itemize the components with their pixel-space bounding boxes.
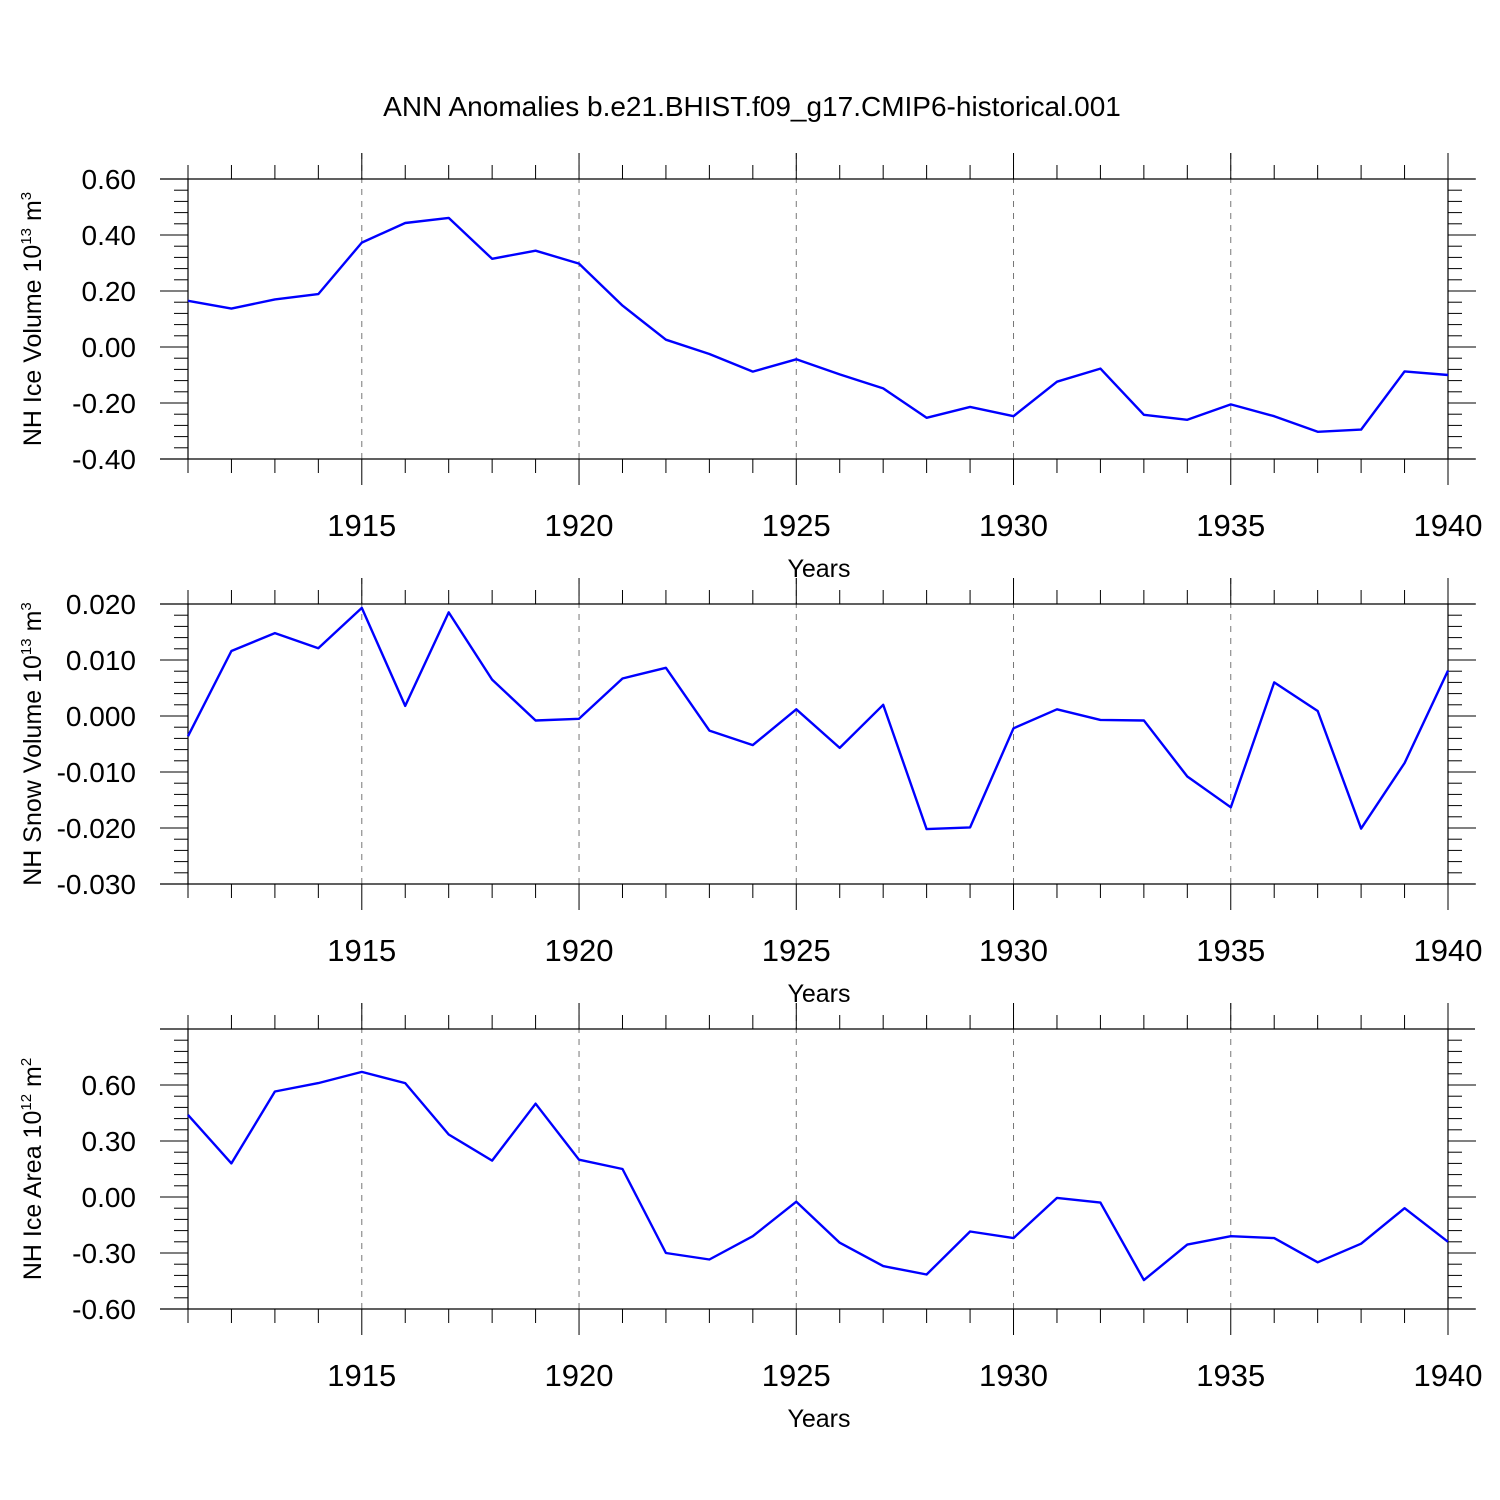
x-tick-label: 1925	[762, 933, 831, 968]
y-tick-label: 0.40	[82, 220, 137, 251]
y-tick-label: 0.020	[66, 589, 136, 620]
x-tick-label: 1915	[327, 508, 396, 543]
y-tick-label: -0.60	[72, 1294, 136, 1325]
y-axis-title: NH Snow Volume 1013 m3	[18, 602, 47, 886]
x-tick-label: 1920	[545, 1358, 614, 1393]
x-tick-label: 1925	[762, 1358, 831, 1393]
x-tick-label: 1920	[545, 933, 614, 968]
x-axis-title: Years	[787, 1405, 850, 1433]
x-tick-label: 1930	[979, 933, 1048, 968]
x-axis-title: Years	[787, 555, 850, 583]
data-series-line	[186, 606, 1450, 831]
y-tick-label: -0.40	[72, 444, 136, 475]
y-tick-label: 0.60	[82, 1070, 137, 1101]
x-tick-label: 1925	[762, 508, 831, 543]
chart-panel-2: 0.020 0.010 0.000 -0.010 -0.020 -0.030 1915 192…	[18, 578, 1482, 1008]
x-tick-label: 1935	[1196, 508, 1265, 543]
x-tick-label: 1940	[1414, 933, 1483, 968]
x-tick-label: 1935	[1196, 1358, 1265, 1393]
y-tick-label: 0.20	[82, 276, 137, 307]
y-tick-label: -0.20	[72, 388, 136, 419]
y-tick-label: -0.020	[57, 813, 136, 844]
x-tick-label: 1940	[1414, 1358, 1483, 1393]
y-tick-label: 0.60	[82, 164, 137, 195]
y-tick-label: 0.010	[66, 645, 136, 676]
data-series-line	[187, 1070, 1449, 1282]
y-tick-label: -0.010	[57, 757, 136, 788]
chart-panel-1: 0.60 0.40 0.20 0.00 -0.20 -0.40 1915 1920 1925 19…	[18, 153, 1482, 583]
y-tick-label: 0.000	[66, 701, 136, 732]
x-tick-label: 1940	[1414, 508, 1483, 543]
y-tick-label: -0.30	[72, 1238, 136, 1269]
chart-panels: 0.60 0.40 0.20 0.00 -0.20 -0.40 1915 1920 1925 19…	[18, 153, 1482, 1433]
x-tick-label: 1920	[545, 508, 614, 543]
chart-panel-3: 0.60 0.30 0.00 -0.30 -0.60 1915 1920 1925 1930 19…	[18, 1003, 1482, 1433]
x-tick-label: 1915	[327, 1358, 396, 1393]
y-tick-label: 0.00	[82, 1182, 137, 1213]
y-tick-label: -0.030	[57, 869, 136, 900]
x-tick-label: 1930	[979, 508, 1048, 543]
y-tick-label: 0.00	[82, 332, 137, 363]
data-series-line	[187, 216, 1449, 433]
y-axis-title: NH Ice Volume 1013 m3	[18, 192, 47, 446]
x-tick-label: 1915	[327, 933, 396, 968]
x-axis-title: Years	[787, 980, 850, 1008]
y-axis-title: NH Ice Area 1012 m2	[18, 1058, 47, 1280]
y-tick-label: 0.30	[82, 1126, 137, 1157]
x-tick-label: 1935	[1196, 933, 1265, 968]
figure-title: ANN Anomalies b.e21.BHIST.f09_g17.CMIP6-…	[383, 91, 1121, 122]
x-tick-label: 1930	[979, 1358, 1048, 1393]
